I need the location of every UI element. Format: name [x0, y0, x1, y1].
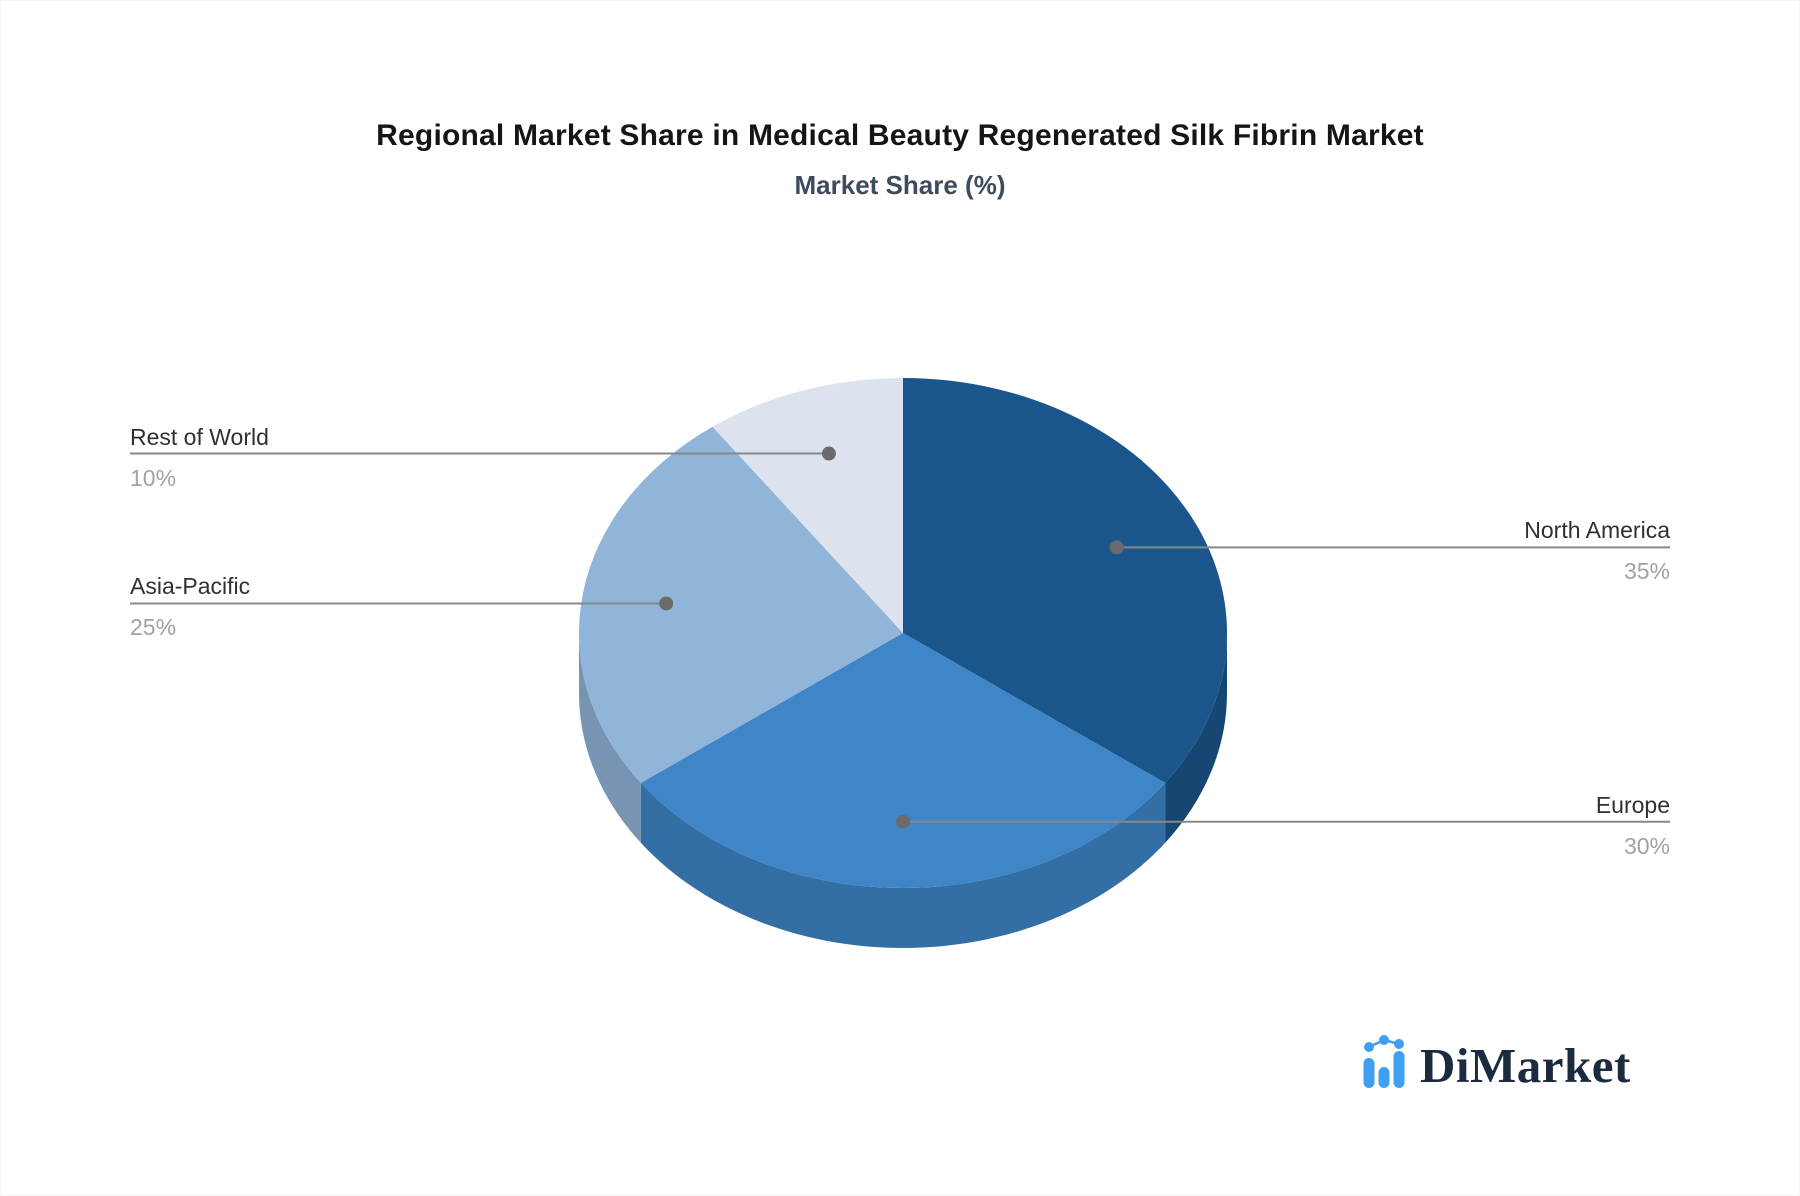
callout-north-america: North America 35% — [1524, 516, 1670, 585]
slice-label: Asia-Pacific — [130, 573, 251, 600]
chart-header: Regional Market Share in Medical Beauty … — [0, 0, 1800, 200]
slice-label: North America — [1524, 517, 1670, 544]
slice-percent: 10% — [130, 464, 177, 491]
chart-subtitle: Market Share (%) — [794, 170, 1006, 200]
slice-percent: 30% — [1623, 832, 1670, 859]
slice-percent: 35% — [1623, 558, 1670, 585]
pie-slice-asia-pacific[interactable] — [578, 426, 903, 783]
leader-dot-north-america — [1109, 540, 1124, 555]
leader-dot-rest-of-world — [821, 446, 836, 461]
pie-slice-side-asia-pacific — [579, 633, 641, 843]
callout-asia-pacific: Asia-Pacific 25% — [130, 572, 250, 641]
slice-label: Europe — [1595, 791, 1670, 818]
leader-dot-asia-pacific — [659, 596, 674, 611]
callout-europe: Europe 30% — [1596, 791, 1670, 860]
slice-label: Rest of World — [130, 423, 269, 450]
dimarket-logo: DiMarket — [1363, 1034, 1631, 1092]
pie-slice-side-europe — [640, 782, 1166, 949]
bar-chart-trend-icon — [1363, 1035, 1405, 1088]
slice-percent: 25% — [130, 614, 177, 641]
pie-slice-side-north-america — [1165, 633, 1227, 843]
pie-slice-north-america[interactable] — [903, 378, 1228, 783]
dimarket-logo-text: DiMarket — [1420, 1038, 1631, 1093]
pie-slice-rest-of-world[interactable] — [712, 378, 903, 633]
callout-rest-of-world: Rest of World 10% — [130, 423, 269, 492]
leader-dot-europe — [896, 814, 910, 829]
pie-slice-europe[interactable] — [640, 633, 1166, 889]
chart-title: Regional Market Share in Medical Beauty … — [376, 119, 1424, 152]
